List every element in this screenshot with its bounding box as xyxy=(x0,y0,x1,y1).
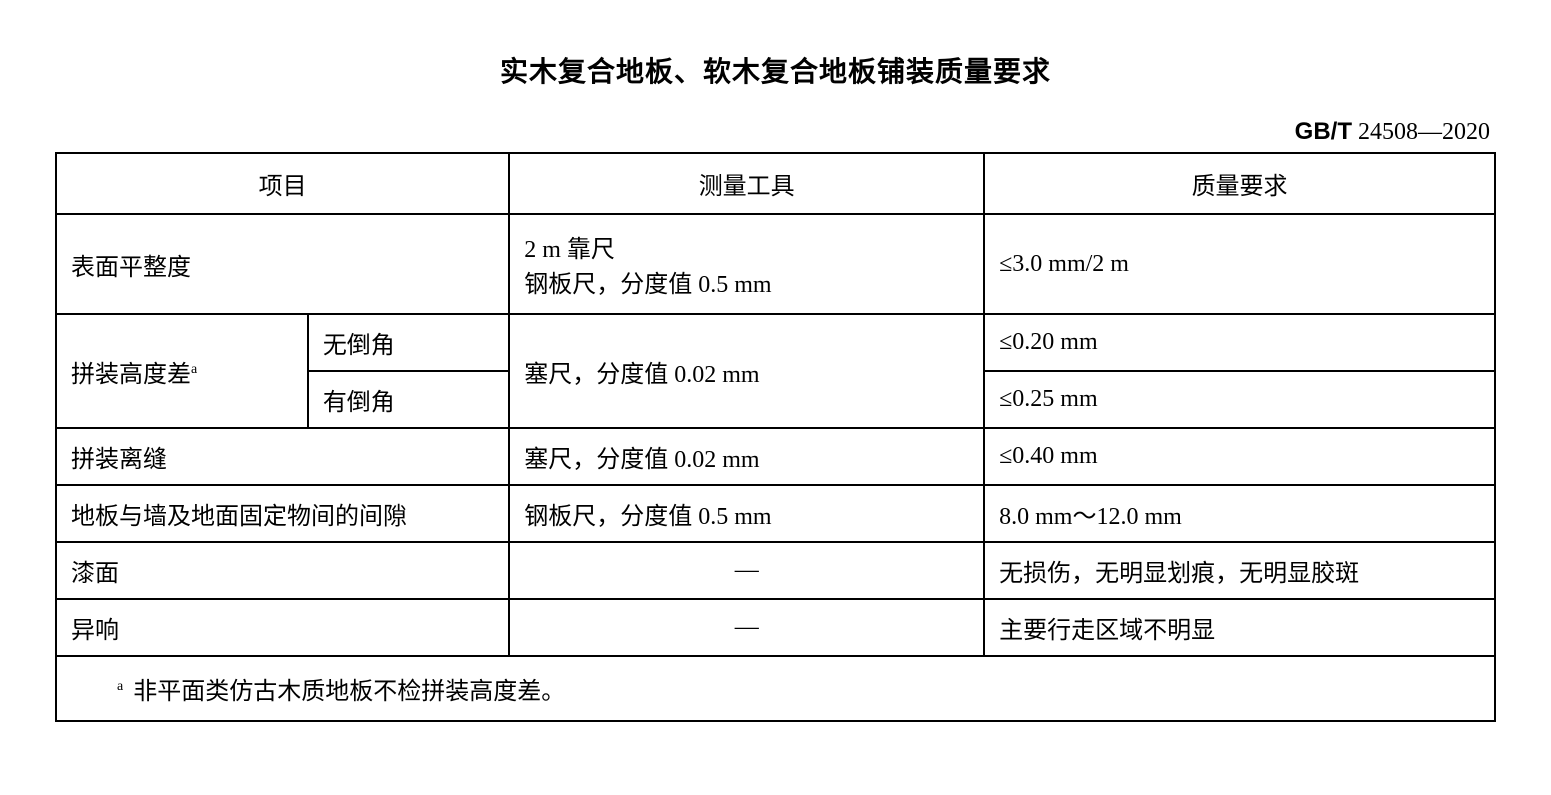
table-row: 地板与墙及地面固定物间的间隙 钢板尺，分度值 0.5 mm 8.0 mm～12.… xyxy=(56,485,1495,542)
cell-req: 无损伤，无明显划痕，无明显胶斑 xyxy=(984,542,1495,599)
table-row: 漆面 — 无损伤，无明显划痕，无明显胶斑 xyxy=(56,542,1495,599)
cell-tool: 钢板尺，分度值 0.5 mm xyxy=(509,485,984,542)
cell-item: 表面平整度 xyxy=(56,214,509,314)
footnote-cell: a 非平面类仿古木质地板不检拼装高度差。 xyxy=(56,656,1495,721)
cell-req: ≤0.20 mm xyxy=(984,314,1495,371)
standard-number: 24508—2020 xyxy=(1352,119,1490,145)
tool-line: 2 m 靠尺 xyxy=(524,237,615,263)
cell-tool: 2 m 靠尺 钢板尺，分度值 0.5 mm xyxy=(509,214,984,314)
cell-subitem: 有倒角 xyxy=(308,371,509,428)
standard-code: GB/T 24508—2020 xyxy=(55,118,1496,146)
table-header-row: 项目 测量工具 质量要求 xyxy=(56,153,1495,214)
table-row: 表面平整度 2 m 靠尺 钢板尺，分度值 0.5 mm ≤3.0 mm/2 m xyxy=(56,214,1495,314)
cell-item: 拼装离缝 xyxy=(56,428,509,485)
header-tool: 测量工具 xyxy=(509,153,984,214)
cell-tool: — xyxy=(509,542,984,599)
cell-req: ≤0.25 mm xyxy=(984,371,1495,428)
item-text: 拼装高度差 xyxy=(71,362,191,388)
table-row: 异响 — 主要行走区域不明显 xyxy=(56,599,1495,656)
cell-req: ≤0.40 mm xyxy=(984,428,1495,485)
cell-tool: — xyxy=(509,599,984,656)
footnote-mark: a xyxy=(117,679,123,694)
table-row: 拼装高度差a 无倒角 塞尺，分度值 0.02 mm ≤0.20 mm xyxy=(56,314,1495,371)
cell-item: 异响 xyxy=(56,599,509,656)
cell-tool: 塞尺，分度值 0.02 mm xyxy=(509,314,984,428)
table-footnote-row: a 非平面类仿古木质地板不检拼装高度差。 xyxy=(56,656,1495,721)
cell-item: 拼装高度差a xyxy=(56,314,308,428)
header-item: 项目 xyxy=(56,153,509,214)
tool-line: 钢板尺，分度值 0.5 mm xyxy=(524,272,771,298)
cell-item: 漆面 xyxy=(56,542,509,599)
table-row: 拼装离缝 塞尺，分度值 0.02 mm ≤0.40 mm xyxy=(56,428,1495,485)
footnote-text: 非平面类仿古木质地板不检拼装高度差。 xyxy=(133,679,565,705)
requirements-table: 项目 测量工具 质量要求 表面平整度 2 m 靠尺 钢板尺，分度值 0.5 mm… xyxy=(55,152,1496,722)
cell-req: 8.0 mm～12.0 mm xyxy=(984,485,1495,542)
standard-prefix: GB/T xyxy=(1295,118,1352,145)
cell-tool: 塞尺，分度值 0.02 mm xyxy=(509,428,984,485)
footnote-ref: a xyxy=(191,362,197,377)
document-title: 实木复合地板、软木复合地板铺装质量要求 xyxy=(55,50,1496,90)
cell-req: ≤3.0 mm/2 m xyxy=(984,214,1495,314)
cell-req: 主要行走区域不明显 xyxy=(984,599,1495,656)
cell-item: 地板与墙及地面固定物间的间隙 xyxy=(56,485,509,542)
header-req: 质量要求 xyxy=(984,153,1495,214)
cell-subitem: 无倒角 xyxy=(308,314,509,371)
